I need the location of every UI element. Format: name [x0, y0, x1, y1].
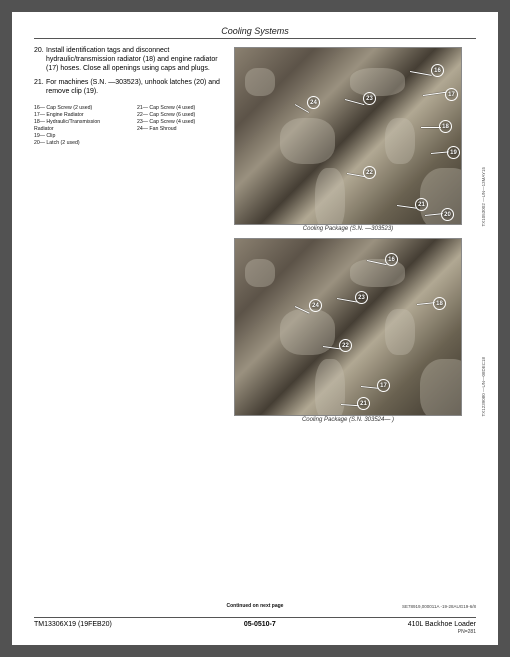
- footer-pn: PN=281: [408, 629, 476, 635]
- legend-col-left: 16— Cap Screw (2 used)17— Engine Radiato…: [34, 105, 123, 147]
- parts-legend: 16— Cap Screw (2 used)17— Engine Radiato…: [34, 105, 226, 147]
- figure-image: 1617 23 24 18 19 22 21 20: [234, 47, 462, 225]
- callout-18: 18: [439, 120, 452, 133]
- legend-item: 23— Cap Screw (4 used): [137, 119, 226, 126]
- footer-right: 410L Backhoe Loader PN=281: [408, 621, 476, 635]
- callout-23: 23: [355, 291, 368, 304]
- leader-line: [423, 92, 447, 96]
- footer-page-num: 05-0510-7: [244, 621, 276, 628]
- footer-row: TM13306X19 (19FEB20) 05-0510-7 410L Back…: [34, 621, 476, 635]
- procedure-step: 21.For machines (S.N. —303523), unhook l…: [34, 79, 226, 97]
- leader-line: [345, 99, 365, 105]
- legend-item: 22— Cap Screw (6 used): [137, 112, 226, 119]
- figure-image: 16 23 24 18 22 17 21: [234, 238, 462, 416]
- legend-item: 16— Cap Screw (2 used): [34, 105, 123, 112]
- callout-23: 23: [363, 92, 376, 105]
- figure-code: TX1239080 —UN—08DEC18: [481, 357, 486, 417]
- figure-caption: Cooling Package (S.N. 303524— ): [234, 417, 462, 423]
- steps-list: 20.Install identification tags and disco…: [34, 47, 226, 97]
- callout-21: 21: [415, 198, 428, 211]
- callout-18: 18: [433, 297, 446, 310]
- footer-model: 410L Backhoe Loader: [408, 621, 476, 629]
- step-text: For machines (S.N. —303523), unhook latc…: [46, 79, 226, 97]
- footer-doc-id: TM13306X19 (19FEB20): [34, 621, 112, 628]
- revision-code: SE78919,000011A -19-28AUG19-6/8: [402, 604, 476, 609]
- figure: 16232418221721TX1239080 —UN—08DEC18Cooli…: [234, 238, 476, 423]
- legend-item: 18— Hydraulic/Transmission: [34, 119, 123, 126]
- leader-line: [421, 127, 441, 128]
- legend-item: Radiator: [34, 126, 123, 133]
- callout-24: 24: [307, 96, 320, 109]
- step-number: 20.: [34, 47, 46, 73]
- callout-22: 22: [363, 166, 376, 179]
- callout-16: 16: [385, 253, 398, 266]
- callout-17: 17: [445, 88, 458, 101]
- leader-line: [397, 205, 417, 209]
- step-text: Install identification tags and disconne…: [46, 47, 226, 73]
- page-footer: TM13306X19 (19FEB20) 05-0510-7 410L Back…: [34, 617, 476, 635]
- legend-col-right: 21— Cap Screw (4 used)22— Cap Screw (6 u…: [137, 105, 226, 147]
- callout-19: 19: [447, 146, 460, 159]
- page: Cooling Systems 20.Install identificatio…: [12, 12, 498, 645]
- callout-21: 21: [357, 397, 370, 410]
- header-rule: [34, 38, 476, 39]
- leader-line: [337, 298, 357, 302]
- legend-item: 19— Clip: [34, 133, 123, 140]
- legend-item: 20— Latch (2 used): [34, 140, 123, 147]
- right-column: 161723241819222120TX1053002 —UN—13MAY15C…: [234, 47, 476, 429]
- legend-item: 21— Cap Screw (4 used): [137, 105, 226, 112]
- step-number: 21.: [34, 79, 46, 97]
- callout-24: 24: [309, 299, 322, 312]
- content-area: 20.Install identification tags and disco…: [34, 47, 476, 429]
- figure: 161723241819222120TX1053002 —UN—13MAY15C…: [234, 47, 476, 232]
- callout-17: 17: [377, 379, 390, 392]
- footer-rule: [34, 617, 476, 618]
- section-title: Cooling Systems: [34, 26, 476, 36]
- callout-16: 16: [431, 64, 444, 77]
- procedure-step: 20.Install identification tags and disco…: [34, 47, 226, 73]
- figure-code: TX1053002 —UN—13MAY15: [481, 167, 486, 226]
- callout-22: 22: [339, 339, 352, 352]
- leader-line: [410, 71, 432, 76]
- callout-20: 20: [441, 208, 454, 221]
- left-column: 20.Install identification tags and disco…: [34, 47, 226, 429]
- legend-item: 24— Fan Shroud: [137, 126, 226, 133]
- figure-caption: Cooling Package (S.N. —303523): [234, 226, 462, 232]
- legend-item: 17— Engine Radiator: [34, 112, 123, 119]
